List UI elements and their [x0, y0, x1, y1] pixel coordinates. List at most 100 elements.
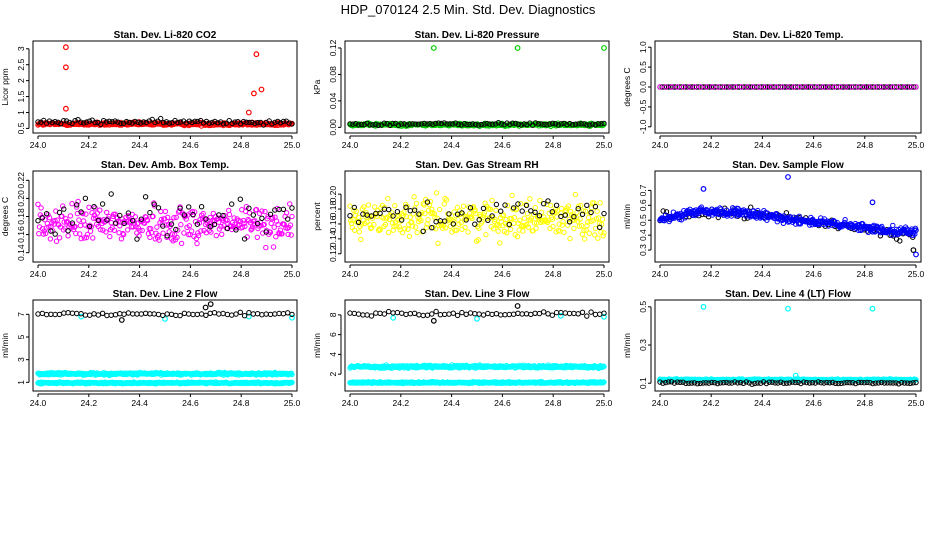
data-point [178, 221, 184, 228]
data-point [243, 119, 250, 125]
data-point [95, 312, 102, 318]
data-point [493, 207, 499, 214]
x-tick-label: 24.6 [182, 140, 199, 150]
data-point [601, 120, 607, 127]
data-point [46, 215, 53, 221]
data-point [897, 238, 903, 244]
y-axis-label: kPa [312, 79, 322, 94]
x-tick-label: 25.0 [596, 398, 613, 408]
data-point [280, 118, 287, 125]
data-point [56, 235, 63, 241]
data-point [376, 226, 382, 232]
data-point [515, 121, 522, 128]
data-point [901, 84, 908, 90]
data-point [578, 121, 584, 127]
data-point [780, 220, 787, 227]
data-point [820, 84, 826, 90]
data-point [82, 312, 89, 318]
data-point [485, 310, 491, 317]
data-point [760, 379, 767, 385]
data-point [567, 235, 573, 242]
data-point [200, 120, 207, 126]
x-tick-label: 24.2 [703, 398, 720, 408]
y-axis: 0.000.040.080.12 [328, 39, 342, 136]
y-tick-label: 3 [16, 357, 26, 362]
data-point [476, 225, 482, 231]
data-point [213, 232, 220, 239]
data-point [367, 122, 373, 128]
data-point [450, 121, 456, 127]
data-point [70, 226, 77, 233]
data-point [843, 84, 849, 90]
data-point [248, 227, 254, 233]
data-point [446, 311, 452, 317]
data-point [572, 191, 579, 198]
data-point [427, 198, 433, 205]
data-point [199, 212, 205, 218]
data-point [826, 84, 832, 90]
data-point [549, 216, 555, 222]
data-point [288, 232, 294, 238]
data-point [266, 118, 272, 124]
data-point [778, 379, 784, 385]
data-point [598, 121, 604, 127]
data-point [425, 217, 431, 223]
data-point [364, 120, 370, 127]
data-point [562, 310, 568, 316]
data-point [600, 233, 606, 239]
data-point [185, 231, 192, 238]
data-point [160, 223, 166, 229]
data-point [186, 204, 192, 210]
data-point [35, 201, 41, 208]
x-axis: 24.0 24.2 24.4 24.6 24.8 25.0 [652, 393, 925, 408]
data-point [792, 379, 798, 386]
x-tick-label: 24.4 [443, 140, 460, 150]
data-point [910, 380, 916, 386]
data-point [561, 229, 567, 236]
data-point [523, 311, 530, 317]
data-point [555, 122, 561, 128]
data-point [463, 311, 469, 317]
data-point [884, 380, 890, 386]
data-point [246, 205, 252, 211]
data-point [595, 121, 601, 127]
data-point [164, 233, 170, 239]
data-point [657, 84, 663, 90]
outlier-point [289, 314, 295, 321]
data-point [424, 312, 431, 318]
data-point [160, 120, 167, 126]
data-point [489, 311, 495, 318]
data-point [433, 190, 440, 196]
y-tick-label: 0.3 [638, 339, 648, 351]
data-point [453, 227, 460, 233]
data-point [75, 198, 81, 205]
data-point [566, 310, 573, 317]
data-point [506, 221, 512, 228]
data-point [203, 216, 209, 222]
data-point [668, 379, 675, 385]
data-point [815, 379, 821, 385]
x-tick-label: 24.8 [857, 269, 874, 279]
data-point [523, 202, 530, 209]
data-point [207, 224, 213, 230]
data-point [399, 217, 405, 223]
data-point [517, 217, 523, 224]
data-point [350, 121, 356, 127]
data-point [252, 120, 258, 127]
data-point [99, 310, 106, 316]
data-point [420, 228, 426, 235]
data-point [403, 204, 409, 211]
y-tick-label: 5 [16, 334, 26, 339]
data-point [507, 226, 514, 233]
data-point [140, 119, 147, 125]
data-point [347, 121, 353, 127]
data-point [550, 223, 556, 230]
data-point [472, 221, 478, 227]
data-point [515, 220, 521, 226]
data-point [727, 84, 733, 90]
data-point [388, 213, 394, 219]
data-point [83, 234, 90, 241]
